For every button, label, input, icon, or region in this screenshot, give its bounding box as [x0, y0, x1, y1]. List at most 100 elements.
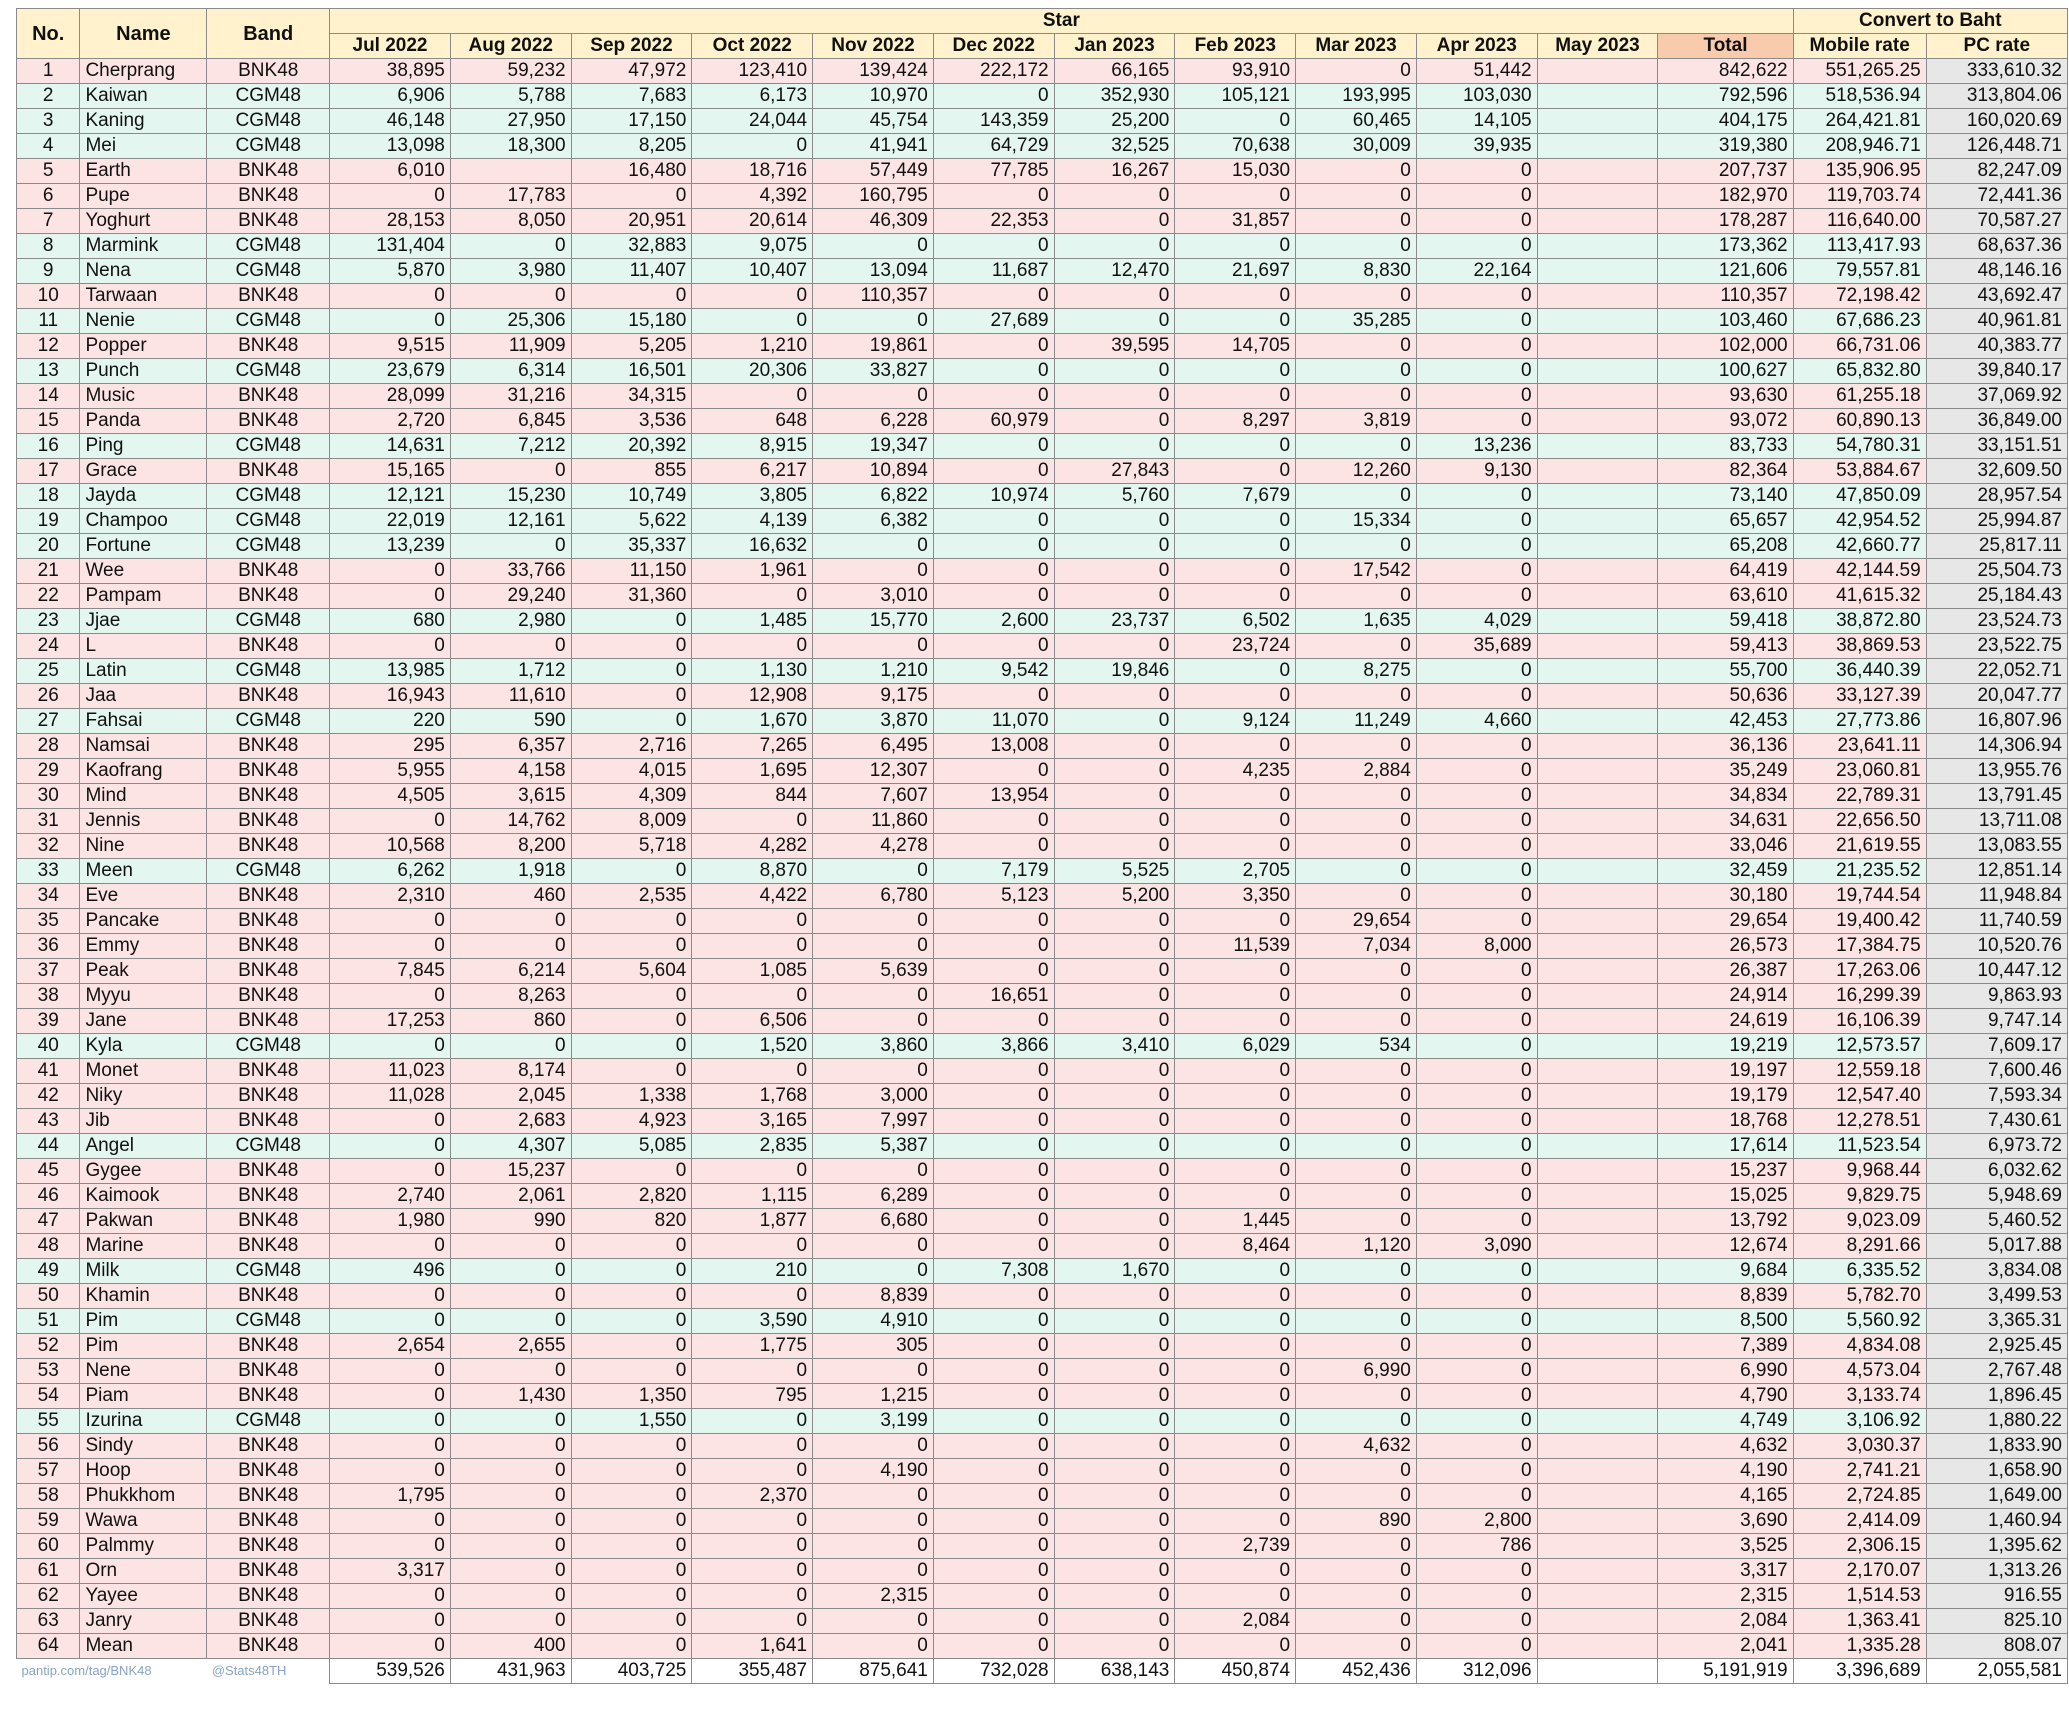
month-sum: 539,526 [329, 1658, 451, 1684]
month-value: 0 [570, 608, 693, 634]
month-value: 5,760 [1053, 483, 1176, 509]
mobile-rate-value: 67,686.23 [1792, 308, 1927, 334]
row-number: 61 [15, 1558, 81, 1584]
table-row: 24 L BNK48 0 0 0 0 0 0 0 23,724 0 35,689 59,413 38,869… [15, 633, 2069, 659]
month-value: 0 [691, 1233, 814, 1259]
month-value: 0 [449, 908, 572, 934]
month-value: 0 [1053, 1433, 1176, 1459]
month-value: 2,370 [691, 1483, 814, 1509]
month-value: 60,465 [1295, 108, 1417, 134]
month-value: 0 [449, 1358, 572, 1384]
total-value: 100,627 [1657, 358, 1794, 384]
col-header-name: Name [79, 8, 208, 59]
month-value [1536, 1058, 1659, 1084]
total-value: 178,287 [1657, 208, 1794, 234]
mobile-rate-value: 42,660.77 [1792, 533, 1927, 559]
month-value: 0 [1295, 1083, 1417, 1109]
month-value: 0 [329, 1383, 451, 1409]
month-value: 0 [1415, 908, 1538, 934]
member-name: Pancake [79, 908, 208, 934]
month-value: 7,265 [691, 733, 814, 759]
member-name: Kaning [79, 108, 208, 134]
month-value: 2,683 [449, 1108, 572, 1134]
total-value: 842,622 [1657, 58, 1794, 84]
month-value: 648 [691, 408, 814, 434]
month-value: 59,232 [449, 58, 572, 84]
month-value: 0 [932, 1383, 1055, 1409]
pc-rate-value: 3,834.08 [1925, 1258, 2069, 1284]
month-value: 0 [932, 508, 1055, 534]
row-number: 18 [15, 483, 81, 509]
pc-rate-value: 7,430.61 [1925, 1108, 2069, 1134]
mobile-rate-value: 47,850.09 [1792, 483, 1927, 509]
total-value: 26,573 [1657, 933, 1794, 959]
member-name: Peak [79, 958, 208, 984]
total-value: 93,072 [1657, 408, 1794, 434]
month-value [1536, 858, 1659, 884]
month-value: 0 [932, 1058, 1055, 1084]
row-number: 37 [15, 958, 81, 984]
month-value: 0 [449, 533, 572, 559]
month-value: 0 [1053, 783, 1176, 809]
pc-rate-value: 1,658.90 [1925, 1458, 2069, 1484]
month-value: 0 [1053, 983, 1176, 1009]
month-value: 2,600 [932, 608, 1055, 634]
pc-rate-value: 825.10 [1925, 1608, 2069, 1634]
month-value [1536, 1533, 1659, 1559]
table-row: 60 Palmmy BNK48 0 0 0 0 0 0 0 2,739 0 786 3,525 2,306.… [15, 1533, 2069, 1559]
month-value [1536, 1208, 1659, 1234]
month-value: 1,670 [1053, 1258, 1176, 1284]
mobile-rate-value: 8,291.66 [1792, 1233, 1927, 1259]
pc-rate-value: 1,880.22 [1925, 1408, 2069, 1434]
month-value: 0 [570, 1583, 693, 1609]
member-name: Nene [79, 1358, 208, 1384]
month-value: 0 [449, 1533, 572, 1559]
month-value: 2,705 [1174, 858, 1297, 884]
month-value: 0 [1295, 733, 1417, 759]
pc-rate-value: 39,840.17 [1925, 358, 2069, 384]
month-value: 0 [1295, 958, 1417, 984]
month-value: 0 [1295, 1458, 1417, 1484]
band-name: CGM48 [206, 508, 331, 534]
month-value: 0 [449, 1458, 572, 1484]
member-name: Sindy [79, 1433, 208, 1459]
row-number: 44 [15, 1133, 81, 1159]
month-value: 6,845 [449, 408, 572, 434]
month-value: 0 [1174, 1583, 1297, 1609]
band-name: BNK48 [206, 1208, 331, 1234]
mobile-rate-value: 264,421.81 [1792, 108, 1927, 134]
month-value: 844 [691, 783, 814, 809]
band-name: BNK48 [206, 833, 331, 859]
month-value: 11,150 [570, 558, 693, 584]
month-value: 0 [1174, 1408, 1297, 1434]
month-value: 0 [1174, 983, 1297, 1009]
month-value: 0 [329, 1608, 451, 1634]
band-name: BNK48 [206, 1533, 331, 1559]
row-number: 62 [15, 1583, 81, 1609]
band-name: BNK48 [206, 1583, 331, 1609]
month-value: 5,639 [812, 958, 934, 984]
month-value: 33,766 [449, 558, 572, 584]
total-value: 4,165 [1657, 1483, 1794, 1509]
month-value: 15,165 [329, 458, 451, 484]
month-value: 0 [570, 1508, 693, 1534]
month-value: 0 [1174, 1258, 1297, 1284]
month-value: 0 [1053, 508, 1176, 534]
month-value: 0 [1174, 908, 1297, 934]
month-value: 23,679 [329, 358, 451, 384]
month-value: 0 [570, 1333, 693, 1359]
table-row: 46 Kaimook BNK48 2,740 2,061 2,820 1,115 6,289 0… [15, 1183, 2069, 1209]
month-value: 7,683 [570, 83, 693, 109]
mobile-rate-value: 36,440.39 [1792, 658, 1927, 684]
band-name: BNK48 [206, 183, 331, 209]
band-name: CGM48 [206, 1133, 331, 1159]
month-value: 0 [1415, 1133, 1538, 1159]
month-value: 0 [691, 633, 814, 659]
month-header: Aug 2022 [449, 33, 572, 59]
month-value: 0 [1295, 483, 1417, 509]
header-row-months: Jul 2022 Aug 2022 Sep 2022 Oct 2022 Nov 2022… [17, 33, 2069, 59]
month-sum: 312,096 [1415, 1658, 1538, 1684]
month-value: 16,943 [329, 683, 451, 709]
month-value: 786 [1415, 1533, 1538, 1559]
member-name: L [79, 633, 208, 659]
